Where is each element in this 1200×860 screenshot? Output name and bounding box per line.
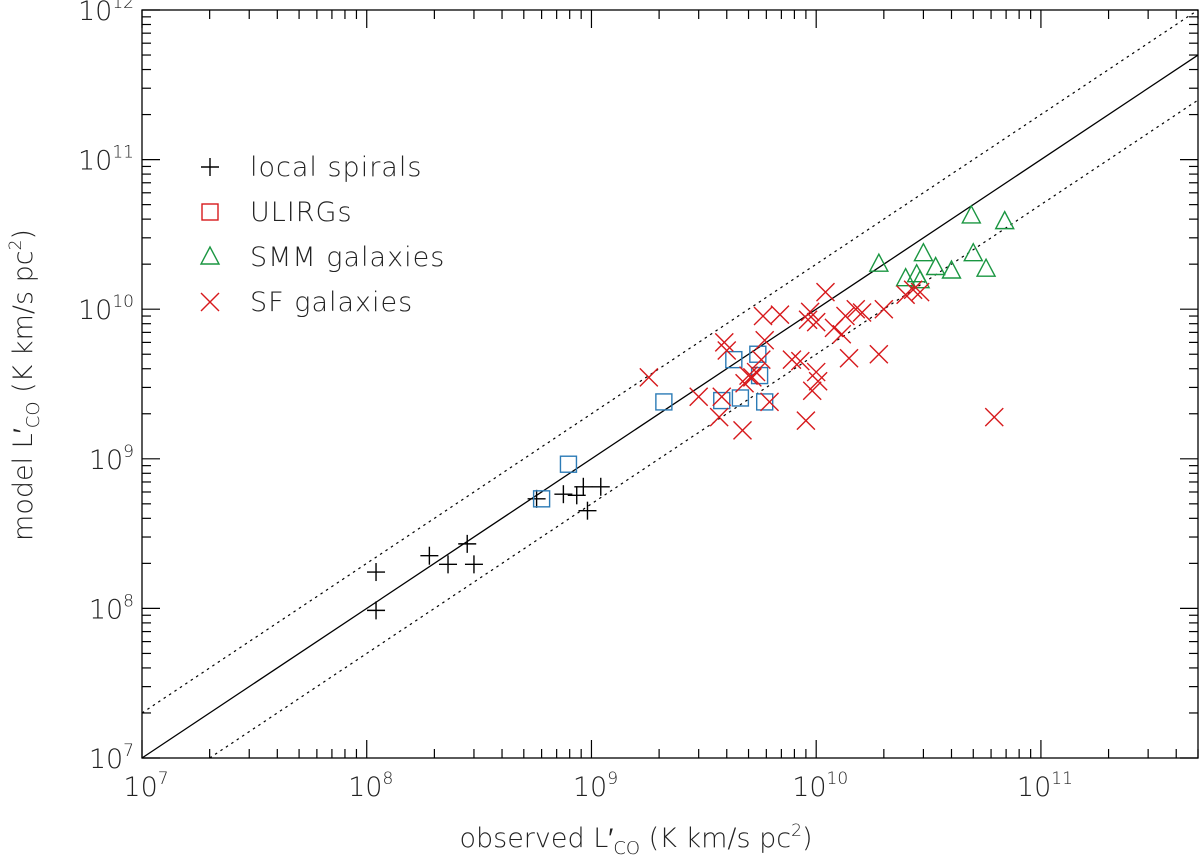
point-sf-galaxies	[874, 299, 894, 319]
point-sf-galaxies	[712, 387, 732, 407]
point-ulirgs	[731, 389, 750, 407]
point-local-spirals	[578, 501, 597, 520]
y-tick-label: 1011	[78, 143, 134, 177]
y-tick-label: 109	[89, 442, 134, 476]
point-sf-galaxies	[742, 367, 762, 387]
point-sf-galaxies	[770, 305, 790, 325]
point-sf-galaxies	[746, 362, 766, 382]
legend-label-ulirgs: ULIRGs	[250, 197, 353, 228]
point-sf-galaxies	[714, 332, 734, 352]
x-tick-label: 108	[348, 769, 393, 803]
point-sf-galaxies	[903, 280, 923, 300]
point-sf-galaxies	[760, 392, 780, 412]
point-smm-galaxies	[906, 263, 927, 283]
point-ulirgs	[559, 455, 578, 473]
point-local-spirals	[591, 477, 610, 496]
point-smm-galaxies	[963, 242, 984, 262]
point-smm-galaxies	[909, 269, 931, 289]
axis-ticks	[141, 9, 1199, 759]
y-tick-label: 1012	[78, 0, 134, 27]
tick-labels: 107 108 109 1010 1011 107 108 109 1010 1011 1012	[78, 0, 1073, 803]
x-tick-label: 107	[123, 769, 168, 803]
point-local-spirals	[574, 477, 593, 496]
point-sf-galaxies	[709, 407, 729, 427]
reference-line-factor-2-lower	[209, 99, 1199, 759]
plot-frame	[141, 9, 1199, 759]
point-sf-galaxies	[790, 351, 810, 371]
point-sf-galaxies	[800, 302, 820, 322]
legend-label-smm-galaxies: SMM galaxies	[250, 242, 445, 273]
point-ulirgs	[532, 490, 551, 508]
x-tick-label: 1010	[792, 769, 848, 803]
point-smm-galaxies	[925, 256, 946, 276]
point-sf-galaxies	[846, 299, 866, 319]
point-local-spirals	[367, 601, 386, 620]
reference-lines	[141, 9, 1199, 759]
point-ulirgs	[655, 393, 673, 411]
point-sf-galaxies	[753, 306, 773, 326]
point-smm-galaxies	[941, 259, 962, 279]
reference-line-factor-2-upper	[141, 9, 1199, 714]
point-sf-galaxies	[806, 312, 826, 332]
point-smm-galaxies	[994, 210, 1015, 230]
point-sf-galaxies	[751, 350, 771, 370]
point-sf-galaxies	[839, 348, 859, 368]
legend-marker-sf-galaxies	[200, 292, 220, 312]
point-smm-galaxies	[975, 257, 997, 277]
point-sf-galaxies	[815, 282, 835, 302]
reference-line-one-to-one	[141, 54, 1199, 759]
point-local-spirals	[554, 485, 573, 504]
y-tick-label: 1010	[78, 292, 134, 326]
point-smm-galaxies	[913, 242, 934, 262]
point-sf-galaxies	[755, 330, 775, 350]
point-ulirgs	[755, 393, 774, 411]
point-sf-galaxies	[832, 324, 852, 344]
point-sf-galaxies	[782, 350, 802, 370]
point-local-spirals	[367, 563, 386, 582]
point-local-spirals	[458, 534, 477, 553]
point-local-spirals	[527, 489, 546, 508]
point-local-spirals	[420, 546, 439, 565]
data-points	[367, 204, 1015, 620]
point-sf-galaxies	[835, 306, 855, 326]
point-sf-galaxies	[852, 303, 872, 323]
point-sf-galaxies	[910, 282, 930, 302]
point-sf-galaxies	[639, 367, 659, 387]
point-sf-galaxies	[796, 411, 816, 431]
point-sf-galaxies	[717, 340, 737, 360]
x-tick-label: 1011	[1017, 769, 1073, 803]
point-local-spirals	[439, 555, 458, 574]
point-sf-galaxies	[808, 371, 828, 391]
legend-marker-ulirgs	[201, 203, 219, 221]
legend-marker-smm-galaxies	[199, 245, 221, 265]
point-sf-galaxies	[689, 387, 709, 407]
x-axis-title: observed L′CO (K km/s pc2)	[459, 821, 812, 859]
legend-label-local-spirals: local spirals	[250, 152, 422, 183]
legend: local spirals ULIRGs SMM galaxies SF galaxi…	[199, 152, 445, 318]
point-sf-galaxies	[733, 420, 752, 440]
point-local-spirals	[464, 555, 483, 574]
point-sf-galaxies	[798, 310, 818, 330]
y-tick-label: 108	[89, 591, 134, 625]
y-tick-label: 107	[89, 741, 134, 775]
point-sf-galaxies	[984, 407, 1004, 427]
y-axis-title: model L′CO (K km/s pc2)	[6, 229, 44, 541]
legend-marker-local-spirals	[201, 158, 219, 176]
point-sf-galaxies	[802, 381, 822, 401]
x-tick-label: 109	[573, 769, 618, 803]
point-ulirgs	[725, 350, 743, 369]
point-smm-galaxies	[961, 204, 982, 224]
point-ulirgs	[713, 391, 731, 410]
point-smm-galaxies	[868, 252, 889, 272]
point-sf-galaxies	[869, 344, 889, 364]
legend-label-sf-galaxies: SF galaxies	[250, 287, 413, 318]
